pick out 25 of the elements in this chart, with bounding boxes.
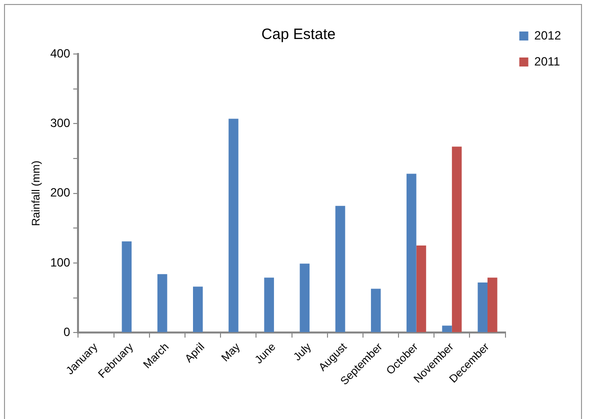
chart-title: Cap Estate: [261, 26, 336, 44]
y-axis-title: Rainfall (mm): [30, 160, 43, 226]
bar: [452, 146, 462, 332]
bar: [406, 174, 416, 332]
y-tick-label: 0: [64, 324, 71, 339]
x-tick-label: May: [219, 340, 243, 364]
y-tick-label: 200: [50, 186, 71, 200]
bar: [478, 282, 488, 332]
y-tick-label: 300: [50, 116, 71, 130]
bar: [442, 326, 452, 332]
bar: [228, 118, 238, 332]
bar: [488, 278, 498, 332]
bar: [335, 206, 346, 332]
bar: [416, 246, 426, 332]
bar: [300, 264, 310, 332]
bar: [370, 288, 381, 332]
x-tick-label: July: [292, 340, 314, 364]
bar: [122, 241, 132, 332]
legend-label: 2012: [534, 28, 562, 42]
bar: [193, 286, 203, 332]
bar: [264, 278, 274, 332]
bar: [157, 274, 168, 332]
legend-label: 2011: [534, 54, 560, 68]
y-tick-label: 400: [50, 46, 71, 60]
y-tick-label: 100: [50, 255, 71, 270]
